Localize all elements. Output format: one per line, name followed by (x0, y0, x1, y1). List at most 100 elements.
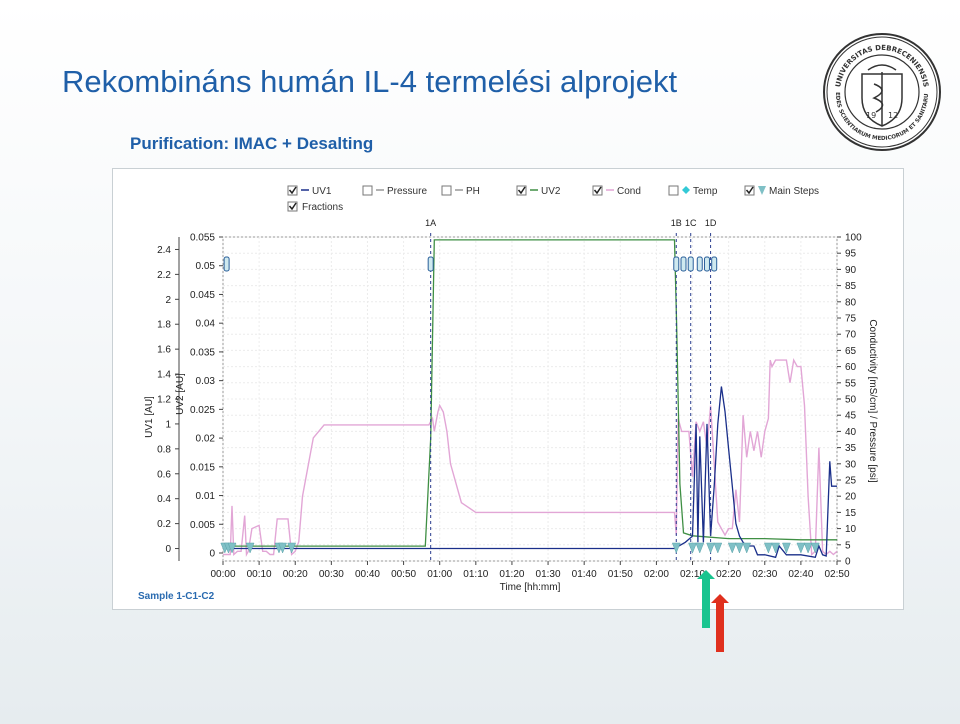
y3-tick-label: 50 (845, 395, 857, 406)
series-line-uv1 (223, 386, 837, 559)
legend-label: Pressure (387, 186, 427, 197)
temp-icon (682, 186, 690, 194)
x-tick-label: 00:50 (391, 569, 416, 580)
legend-checkbox (441, 185, 452, 196)
y1-tick-label: 2.4 (157, 245, 171, 256)
x-tick-label: 01:20 (499, 569, 524, 580)
slide-subtitle: Purification: IMAC + Desalting (130, 134, 374, 153)
main-step-marker (810, 542, 820, 554)
y2-tick-label: 0.045 (190, 290, 215, 301)
legend-label: Temp (693, 186, 718, 197)
check-icon (517, 186, 526, 195)
y2-tick-label: 0.005 (190, 520, 215, 531)
main-step-marker (287, 542, 296, 554)
y3-tick-label: 15 (845, 508, 857, 519)
series-line-uv2 (223, 239, 837, 547)
legend-item-cond[interactable]: Cond (592, 185, 641, 197)
legend-item-temp[interactable]: Temp (668, 185, 718, 197)
x-tick-label: 01:00 (427, 569, 452, 580)
y3-tick-label: 20 (845, 492, 857, 503)
x-tick-label: 02:30 (752, 569, 777, 580)
y3-tick-label: 70 (845, 330, 857, 341)
legend-item-fractions[interactable]: Fractions (287, 201, 343, 213)
x-tick-label: 02:20 (716, 569, 741, 580)
y1-tick-label: 0.8 (157, 444, 171, 455)
y3-tick-label: 80 (845, 297, 857, 308)
y1-tick-label: 1 (165, 419, 171, 430)
y2-tick-label: 0.05 (196, 261, 216, 272)
legend-label: Fractions (302, 202, 343, 213)
fraction-tube-icon (711, 256, 718, 272)
main-step-marker (245, 542, 255, 554)
fraction-tube-icon (223, 256, 230, 272)
y2-tick-label: 0 (209, 549, 215, 560)
y1-tick-label: 0 (165, 544, 171, 555)
fraction-tube-icon (703, 256, 710, 272)
legend-checkbox (287, 185, 298, 196)
y3-tick-label: 25 (845, 476, 857, 487)
y1-tick-label: 0.2 (157, 519, 171, 530)
main-step-marker (796, 542, 806, 554)
check-icon (288, 202, 297, 211)
y3-tick-label: 75 (845, 314, 857, 325)
fraction-label: 1C (685, 218, 697, 228)
y1-tick-label: 1.4 (157, 370, 171, 381)
chromatogram-panel: UV1 Pressure PH UV2 Cond Temp Main Steps Fracti… (112, 168, 904, 610)
legend-item-main-steps[interactable]: Main Steps (744, 185, 819, 197)
legend-label: UV1 (312, 186, 332, 197)
main-step-marker (742, 542, 752, 554)
x-tick-label: 01:30 (536, 569, 561, 580)
fraction-label: 1D (705, 218, 717, 228)
main-step-marker (764, 542, 773, 554)
x-tick-label: 00:40 (355, 569, 380, 580)
main-step-marker (782, 542, 791, 554)
main-step-marker (227, 542, 237, 554)
x-tick-label: 02:00 (644, 569, 669, 580)
main-step-marker (278, 542, 287, 554)
main-step-marker (727, 542, 737, 554)
fraction-label: 1A (425, 218, 436, 228)
y1-tick-label: 1.2 (157, 395, 171, 406)
legend-label: PH (466, 186, 480, 197)
y2-tick-label: 0.015 (190, 462, 215, 473)
y3-tick-label: 55 (845, 378, 857, 389)
main-step-marker (735, 542, 744, 554)
x-tick-label: 02:50 (824, 569, 849, 580)
main-steps-icon (758, 186, 766, 195)
fraction-label: 1B (671, 218, 682, 228)
main-step-marker (713, 542, 723, 554)
legend-item-pressure[interactable]: Pressure (362, 185, 427, 197)
main-step-marker (803, 542, 813, 554)
legend-checkbox (516, 185, 527, 196)
y2-tick-label: 0.025 (190, 405, 215, 416)
chromatogram-chart: UV1 Pressure PH UV2 Cond Temp Main Steps Fracti… (144, 185, 878, 593)
y2-tick-label: 0.03 (196, 376, 216, 387)
series-line-cond (223, 357, 838, 557)
legend-item-uv2[interactable]: UV2 (516, 185, 561, 197)
y3-tick-label: 45 (845, 411, 857, 422)
y3-tick-label: 5 (845, 540, 851, 551)
y3-tick-label: 35 (845, 443, 857, 454)
y2-tick-label: 0.02 (196, 434, 216, 445)
seal-year-right: 12 (888, 111, 898, 120)
check-icon (288, 186, 297, 195)
legend-item-ph[interactable]: PH (441, 185, 480, 197)
y1-tick-label: 2.2 (157, 270, 171, 281)
legend-label: Cond (617, 186, 641, 197)
y2-axis-label: UV2 [AU] (175, 373, 186, 415)
main-step-marker (671, 542, 681, 554)
legend-checkbox (362, 185, 373, 196)
fraction-tube-icon (673, 256, 680, 272)
check-icon (593, 186, 602, 195)
legend-label: UV2 (541, 186, 561, 197)
y3-axis-label: Conductivity [mS/cm] / Pressure [psi] (867, 319, 878, 483)
slide-title: Rekombináns humán IL-4 termelési alproje… (62, 64, 678, 99)
y3-tick-label: 60 (845, 362, 857, 373)
y3-tick-label: 40 (845, 427, 857, 438)
x-axis-label: Time [hh:mm] (500, 582, 561, 593)
x-tick-label: 00:00 (210, 569, 235, 580)
fraction-tube-icon (696, 256, 703, 272)
seal-year-left: 19 (866, 111, 876, 120)
legend-checkbox (668, 185, 679, 196)
legend-item-uv1[interactable]: UV1 (287, 185, 332, 197)
